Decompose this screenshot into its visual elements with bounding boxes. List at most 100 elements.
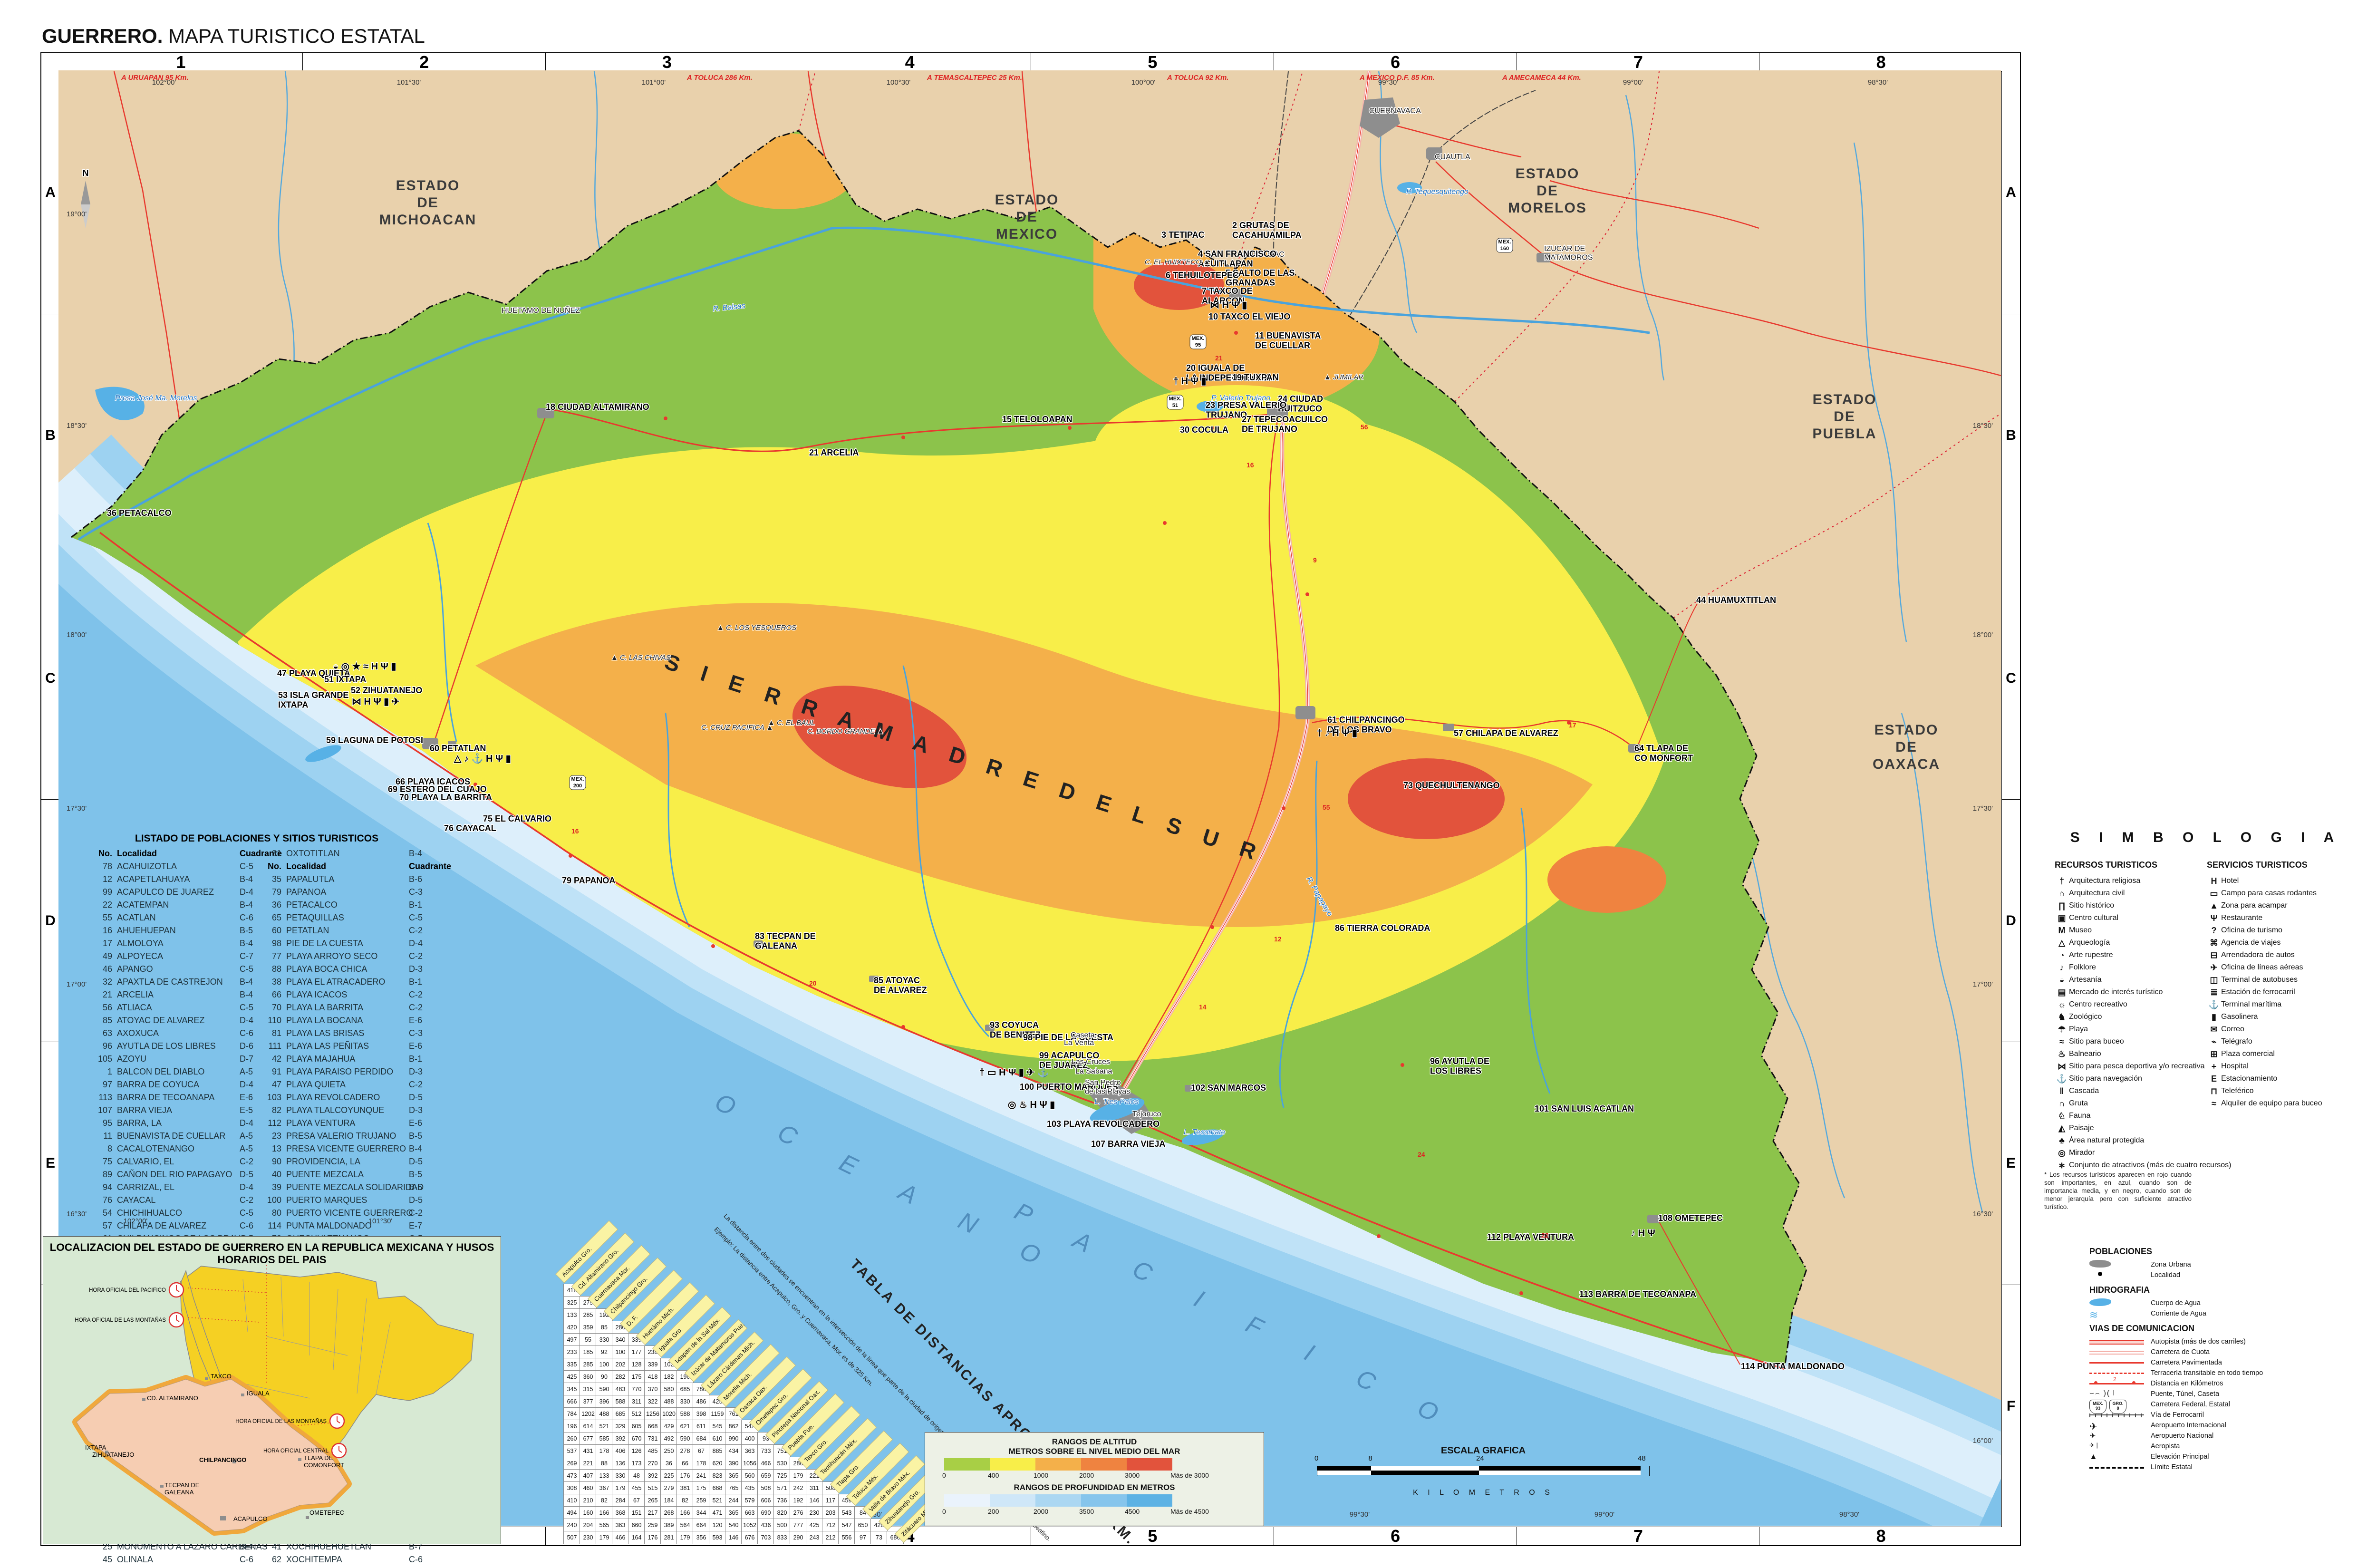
distance-cell: 284 [612, 1494, 629, 1507]
water-label-l-tecomate: L. Tecomate [1184, 1128, 1226, 1136]
balneario-icon: ♨ [2058, 1049, 2066, 1059]
grid-col-2-top: 2 [302, 52, 546, 72]
distance-cell: 92 [596, 1345, 613, 1359]
recurso-label: Sitio para pesca deportiva y/o recreativ… [2069, 1062, 2205, 1070]
state-label-estado-de-michoacan: ESTADO DE MICHOACAN [379, 178, 477, 228]
servicio-label: Oficina de turismo [2221, 926, 2282, 934]
legend-color-2 [1035, 1458, 1081, 1471]
row-quadrant: C-3 [409, 1028, 423, 1038]
listado-header-Localidad: Localidad [286, 861, 327, 871]
clock-label-0: HORA OFICIAL DEL PACIFICO [89, 1287, 166, 1293]
via-label: Límite Estatal [2151, 1463, 2193, 1471]
row-number: 32 [102, 977, 112, 987]
distance-cell: 460 [580, 1481, 597, 1495]
distance-cell: 466 [757, 1457, 774, 1470]
listado-row-monumento-a-lazaro-cardenas: 25 MONUMENTO A LAZARO CARDENAS B-4 [90, 1540, 268, 1553]
row-quadrant: B-4 [240, 939, 253, 948]
distance-cell: 588 [676, 1407, 694, 1421]
inset-urban-dots [105, 1377, 309, 1520]
map-label-3-tetipac: 3 TETIPAC [1161, 230, 1205, 240]
distance-cell: 242 [790, 1481, 807, 1495]
distance-cell: 765 [725, 1481, 742, 1495]
row-quadrant: C-2 [240, 1195, 254, 1205]
distance-cell: 515 [644, 1481, 661, 1495]
shield-number-200: 200 [573, 783, 582, 789]
row-number: 13 [271, 1144, 281, 1153]
row-locality: PUERTO MARQUES [286, 1195, 367, 1205]
distance-cell: 690 [757, 1506, 774, 1520]
via-label: Carretera Pavimentada [2151, 1359, 2222, 1366]
grid-row-B-right: B [2002, 314, 2020, 557]
listado-row-ometepec: 108OMETEPECE-7 [90, 1566, 264, 1568]
grid-col-5-bottom: 5 [1031, 1526, 1274, 1546]
row-quadrant: B-5 [409, 1170, 423, 1179]
row-quadrant: E-5 [240, 1105, 253, 1115]
road-km-5: 20 [809, 979, 817, 987]
listado-row-atoyac-de-alvarez: 85 ATOYAC DE ALVAREZ D-4 [90, 1014, 264, 1027]
distance-cell: 488 [596, 1407, 613, 1421]
row-number: 65 [271, 913, 281, 922]
row-number: 85 [102, 1016, 112, 1025]
row-number: 16 [102, 926, 112, 935]
listado-row-punta-maldonado: 114 PUNTA MALDONADO E-7 [260, 1220, 434, 1232]
row-quadrant: E-7 [409, 1221, 423, 1230]
scale-tick-8: 8 [1368, 1454, 1372, 1462]
distance-cell: 178 [693, 1457, 710, 1470]
row-number: 110 [268, 1016, 281, 1025]
grid-row-D-right: D [2002, 799, 2020, 1042]
distance-cell: 885 [709, 1444, 726, 1458]
distance-cell: 330 [596, 1333, 613, 1346]
hidrografia-label: Cuerpo de Agua [2151, 1299, 2201, 1307]
map-label-103-playa-revolcadero: 103 PLAYA REVOLCADERO [1047, 1119, 1160, 1129]
aeropuerto-nacional-icon: ✈ [2089, 1432, 2096, 1440]
row-quadrant: D-4 [240, 1118, 254, 1128]
distance-cell: 203 [822, 1506, 839, 1520]
listado-row-azoyu: 105 AZOYU D-7 [90, 1053, 264, 1065]
distance-cell: 173 [628, 1457, 645, 1470]
grid-col-6-bottom: 6 [1273, 1526, 1517, 1546]
vias-title: VIAS DE COMUNICACION [2089, 1324, 2195, 1333]
listado-row-papalutla: 35 PAPALUTLA B-6 [260, 873, 434, 886]
terraceri-a-transitable-en-todo-tiempo-icon [2089, 1368, 2144, 1378]
lon-bottom-99-00: 99°00' [1594, 1510, 1614, 1519]
servicio-label: Hospital [2221, 1062, 2249, 1070]
row-quadrant: B-1 [409, 1054, 423, 1064]
lon-top-100-00: 100°00' [1131, 78, 1156, 87]
listado-row-playa-el-atracadero: 38 PLAYA EL ATRACADERO B-1 [260, 976, 434, 988]
distance-cell: 259 [644, 1519, 661, 1532]
lat-right-17-00: 17°00' [1973, 980, 1993, 988]
recurso-item-centro-cultural: ▣ Centro cultural [2055, 912, 2197, 924]
distance-cell: 82 [596, 1494, 613, 1507]
lon-top-101-30: 101°30' [397, 78, 421, 87]
map-labels: ESTADO DE MICHOACAN ESTADO DE MEXICO ESTADO DE M… [67, 74, 1993, 1519]
row-number: 21 [102, 990, 112, 999]
row-number: 55 [102, 913, 112, 922]
row-locality: ACATLAN [117, 913, 156, 922]
vi-a-de-ferrocarril-icon [2089, 1410, 2144, 1420]
distance-cell: 290 [790, 1531, 807, 1544]
inset-city-ixtapa: IXTAPA [85, 1444, 106, 1451]
row-locality: PETATLAN [286, 926, 329, 935]
map-label-huetamo-de-nun-ez: HUETAMO DE NUÑEZ [502, 305, 580, 315]
row-locality: BARRA DE COYUCA [117, 1080, 200, 1089]
oficina-de-turismo-icon: ? [2211, 925, 2217, 935]
distance-cell: 666 [563, 1395, 580, 1408]
recurso-item-folklore: ♪ Folklore [2055, 961, 2197, 974]
recurso-item-gruta: ∩ Gruta [2055, 1097, 2197, 1110]
distance-cell: 175 [628, 1370, 645, 1384]
distance-cell: 1020 [660, 1407, 677, 1421]
distance-cell: 429 [660, 1420, 677, 1433]
listado-row-playa-las-brisas: 81 PLAYA LAS BRISAS C-3 [260, 1027, 434, 1040]
distance-cell: 281 [660, 1531, 677, 1544]
distance-cell: 88 [596, 1457, 613, 1470]
distance-cell: 606 [757, 1494, 774, 1507]
listado-row-playa-la-bocana: 110 PLAYA LA BOCANA E-6 [260, 1014, 434, 1027]
row-number: 76 [102, 1195, 112, 1205]
depth-ticks: 0 200 2000 3500 4500 Más de 4500 [942, 1508, 1248, 1515]
legend-tick: 0 [942, 1508, 946, 1515]
altitude-title-2: METROS SOBRE EL NIVEL MEDIO DEL MAR [1008, 1447, 1180, 1456]
recurso-item-playa: ☂ Playa [2055, 1023, 2197, 1036]
listado-row-cayacal: 76 CAYACAL C-2 [90, 1194, 264, 1207]
servicio-label: Estación de ferrocarril [2221, 988, 2295, 996]
distance-cell: 202 [612, 1358, 629, 1371]
